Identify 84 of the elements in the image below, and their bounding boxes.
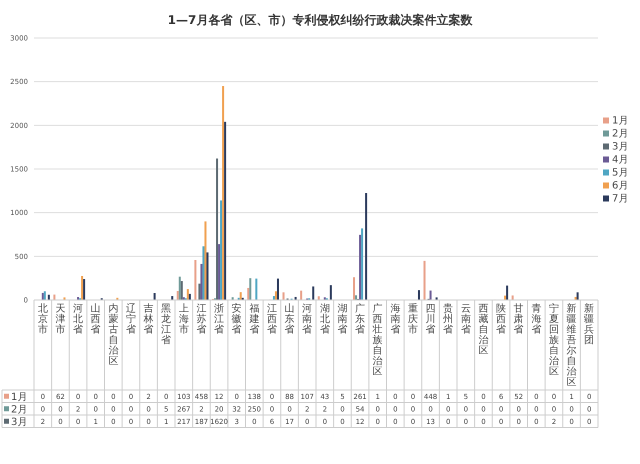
bar [222, 86, 224, 300]
bar [576, 292, 579, 300]
bar [255, 278, 258, 300]
x-tick-label: 北京市 [38, 302, 48, 336]
x-tick-label: 上海市 [178, 302, 189, 336]
text: 1月 [612, 116, 628, 126]
bar [220, 200, 222, 300]
x-tick-label: 吉林省 [142, 302, 154, 336]
bar [430, 290, 432, 300]
bar [247, 288, 250, 300]
bar [204, 221, 206, 300]
bar [418, 290, 420, 300]
bar [198, 284, 200, 300]
x-tick-label: 重庆市 [408, 302, 418, 336]
x-tick-label: 青海省 [531, 302, 542, 336]
bar [186, 289, 189, 300]
x-tick-label: 河南省 [302, 302, 312, 336]
legend-label: 3月 [612, 142, 628, 152]
bar [359, 234, 362, 300]
legend-label: 7月 [612, 194, 628, 204]
legend-label: 6月 [612, 180, 628, 192]
bar [330, 285, 332, 300]
bar [249, 278, 252, 300]
bar [504, 296, 506, 300]
x-tick-label: 江苏省 [196, 302, 206, 336]
x-tick-label: 内蒙古自治区 [108, 302, 118, 367]
bar [83, 279, 86, 300]
x-tick-label: 河北省 [73, 302, 84, 336]
x-tick-label: 福建省 [248, 302, 260, 336]
x-tick-label: 贵州省 [443, 302, 454, 336]
text: 3月 [11, 416, 28, 428]
bar [178, 276, 181, 300]
x-tick-label: 山西省 [90, 302, 101, 336]
bar [81, 276, 84, 300]
bar [188, 294, 191, 300]
x-tick-label: 四川省 [426, 304, 436, 336]
bar [218, 244, 220, 300]
x-tick-label: 辽宁省 [126, 302, 136, 336]
x-tick-label: 甘肃省 [514, 302, 524, 336]
bar [506, 286, 508, 300]
x-tick-label: 山东省 [284, 302, 295, 336]
x-tick-label: 湖北省 [320, 302, 330, 336]
bar [276, 278, 279, 300]
bar [176, 291, 179, 300]
x-tick-label: 新疆兵团 [584, 302, 594, 346]
x-tick-label: 江西省 [266, 302, 277, 336]
x-tick-label: 云南省 [460, 304, 471, 336]
bar [206, 252, 208, 300]
chart-title: 1—7月各省（区、市）专利侵权纠纷行政裁决案件立案数 [168, 13, 474, 27]
legend-label: 5月 [612, 168, 628, 178]
x-tick-label: 海南省 [390, 302, 400, 336]
bar [180, 281, 183, 300]
bar [282, 292, 285, 300]
bar [274, 291, 277, 300]
x-tick-label: 安徽省 [232, 302, 242, 336]
legend-label: 4月 [612, 154, 628, 166]
bar [194, 260, 196, 300]
bar [361, 228, 364, 300]
bar [202, 246, 204, 300]
text: 2月 [612, 128, 628, 140]
bar [216, 158, 218, 300]
bar [224, 122, 226, 300]
x-tick-label: 新疆维吾尔自治区 [566, 302, 577, 388]
x-tick-label: 宁夏回族自治区 [548, 302, 559, 378]
x-tick-label: 广西壮族自治区 [372, 302, 383, 378]
bar [240, 292, 242, 300]
bar [312, 286, 314, 300]
bar [53, 294, 56, 300]
x-tick-label: 陕西省 [496, 302, 506, 336]
x-tick-label: 广东省 [355, 302, 366, 336]
bar [424, 260, 426, 300]
bar [154, 293, 156, 300]
bar [300, 290, 302, 300]
legend-label: 1月 [11, 392, 28, 403]
legend-label: 2月 [11, 404, 28, 416]
bar [200, 264, 202, 300]
x-tick-label: 西藏自治区 [478, 304, 488, 356]
x-tick-label: 浙江省 [214, 302, 224, 336]
bar [318, 296, 320, 300]
bar [353, 277, 356, 300]
x-tick-label: 天津市 [55, 304, 66, 336]
bar [365, 193, 368, 300]
x-tick-label: 湖南省 [337, 302, 348, 336]
x-tick-label: 黑龙江省 [161, 304, 172, 346]
